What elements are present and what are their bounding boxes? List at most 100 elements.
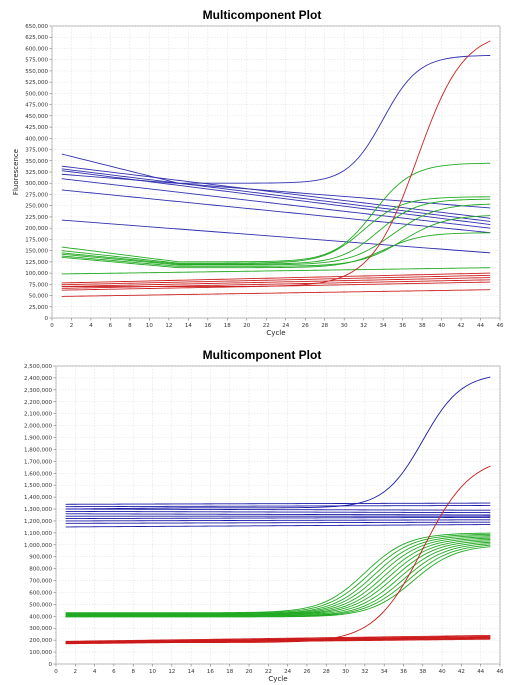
y-tick-label: 2,300,000 bbox=[24, 388, 52, 394]
x-tick-label: 38 bbox=[419, 323, 426, 329]
series-line-blue bbox=[65, 516, 491, 520]
chart-panel-top: Multicomponent Plot 0 25,000 50,000 75,000 1… bbox=[0, 0, 524, 340]
y-tick-label: 400,000 bbox=[25, 136, 48, 142]
x-tick-label: 10 bbox=[149, 669, 156, 675]
series-line-blue bbox=[61, 168, 491, 222]
x-tick-label: 26 bbox=[303, 669, 310, 675]
series-line-green bbox=[65, 546, 491, 618]
x-tick-label: 40 bbox=[438, 323, 445, 329]
x-tick-label: 44 bbox=[477, 323, 484, 329]
y-tick-label: 2,400,000 bbox=[24, 376, 52, 382]
series-line-blue bbox=[65, 521, 491, 524]
chart-title: Multicomponent Plot bbox=[202, 8, 322, 22]
series-line-red bbox=[61, 281, 491, 291]
y-tick-label: 575,000 bbox=[25, 58, 48, 64]
y-tick-label: 1,800,000 bbox=[24, 447, 52, 453]
y-tick-label: 650,000 bbox=[25, 24, 48, 30]
series-line-green bbox=[65, 532, 491, 614]
series-line-blue bbox=[61, 173, 491, 209]
chart-panel-bottom: Multicomponent Plot 0 100,000 200,000 300,0… bbox=[0, 342, 524, 685]
y-tick-label: 0 bbox=[45, 316, 49, 322]
series-line-blue bbox=[65, 508, 491, 511]
x-tick-label: 14 bbox=[188, 669, 195, 675]
series-line-blue bbox=[61, 55, 491, 184]
x-tick-label: 16 bbox=[204, 323, 211, 329]
y-tick-label: 1,300,000 bbox=[24, 507, 52, 513]
x-tick-label: 20 bbox=[246, 669, 253, 675]
y-tick-label: 500,000 bbox=[29, 602, 52, 608]
y-tick-label: 275,000 bbox=[25, 192, 48, 198]
x-tick-label: 8 bbox=[128, 323, 132, 329]
series-line-blue bbox=[61, 178, 491, 229]
x-tick-label: 8 bbox=[131, 669, 135, 675]
y-axis-label: Fluorescence bbox=[12, 149, 20, 195]
series-line-red bbox=[61, 279, 491, 289]
series-line-blue bbox=[65, 376, 491, 510]
y-tick-label: 1,600,000 bbox=[24, 471, 52, 477]
x-tick-label: 40 bbox=[439, 669, 446, 675]
y-tick-label: 1,700,000 bbox=[24, 459, 52, 465]
x-tick-label: 4 bbox=[93, 669, 97, 675]
series-line-green bbox=[65, 533, 491, 614]
x-tick-label: 28 bbox=[321, 323, 328, 329]
x-tick-label: 0 bbox=[54, 669, 58, 675]
x-tick-label: 46 bbox=[497, 669, 504, 675]
series-line-red bbox=[65, 634, 491, 642]
x-tick-label: 12 bbox=[168, 669, 175, 675]
y-tick-label: 100,000 bbox=[29, 650, 52, 656]
series-line-blue bbox=[65, 505, 491, 508]
series-line-green bbox=[61, 232, 491, 269]
series-line-blue bbox=[65, 502, 491, 505]
series-line-green bbox=[65, 541, 491, 617]
x-tick-label: 0 bbox=[50, 323, 54, 329]
x-tick-label: 6 bbox=[112, 669, 116, 675]
x-tick-label: 42 bbox=[458, 669, 465, 675]
y-tick-label: 600,000 bbox=[29, 590, 52, 596]
series-line-green bbox=[61, 162, 491, 263]
series-line-blue bbox=[61, 189, 491, 234]
series-line-green bbox=[61, 267, 491, 275]
series-line-green bbox=[61, 196, 491, 264]
x-tick-label: 34 bbox=[381, 669, 388, 675]
y-tick-label: 225,000 bbox=[25, 215, 48, 221]
y-tick-label: 475,000 bbox=[25, 103, 48, 109]
y-tick-label: 200,000 bbox=[29, 638, 52, 644]
y-tick-label: 1,500,000 bbox=[24, 483, 52, 489]
x-tick-label: 36 bbox=[400, 669, 407, 675]
series-line-blue bbox=[61, 219, 491, 254]
series-line-red bbox=[61, 289, 491, 297]
series-line-green bbox=[61, 203, 491, 266]
series-line-red bbox=[65, 636, 491, 643]
x-tick-label: 32 bbox=[361, 669, 368, 675]
y-tick-label: 1,200,000 bbox=[24, 519, 52, 525]
x-tick-label: 2 bbox=[74, 669, 78, 675]
y-tick-label: 2,500,000 bbox=[24, 364, 52, 370]
y-tick-label: 400,000 bbox=[29, 614, 52, 620]
series-line-green bbox=[61, 198, 491, 265]
y-tick-label: 450,000 bbox=[25, 114, 48, 120]
y-tick-label: 900,000 bbox=[29, 555, 52, 561]
chart-title: Multicomponent Plot bbox=[202, 348, 322, 362]
series-line-green bbox=[65, 540, 491, 616]
series-line-blue bbox=[65, 513, 491, 516]
y-tick-label: 200,000 bbox=[25, 226, 48, 232]
y-tick-label: 1,900,000 bbox=[24, 436, 52, 442]
x-tick-label: 26 bbox=[302, 323, 309, 329]
y-tick-label: 175,000 bbox=[25, 237, 48, 243]
y-tick-label: 300,000 bbox=[25, 181, 48, 187]
y-tick-label: 625,000 bbox=[25, 35, 48, 41]
x-axis-label: Cycle bbox=[268, 675, 287, 683]
x-tick-label: 12 bbox=[165, 323, 172, 329]
x-tick-label: 14 bbox=[185, 323, 192, 329]
y-tick-label: 0 bbox=[49, 662, 53, 668]
x-tick-label: 22 bbox=[265, 669, 272, 675]
x-tick-label: 32 bbox=[360, 323, 367, 329]
y-tick-label: 1,100,000 bbox=[24, 531, 52, 537]
x-tick-label: 24 bbox=[282, 323, 289, 329]
x-tick-label: 34 bbox=[380, 323, 387, 329]
y-tick-label: 150,000 bbox=[25, 249, 48, 255]
x-tick-label: 28 bbox=[323, 669, 330, 675]
x-tick-label: 42 bbox=[458, 323, 465, 329]
x-tick-label: 6 bbox=[109, 323, 113, 329]
y-tick-label: 50,000 bbox=[29, 294, 49, 300]
